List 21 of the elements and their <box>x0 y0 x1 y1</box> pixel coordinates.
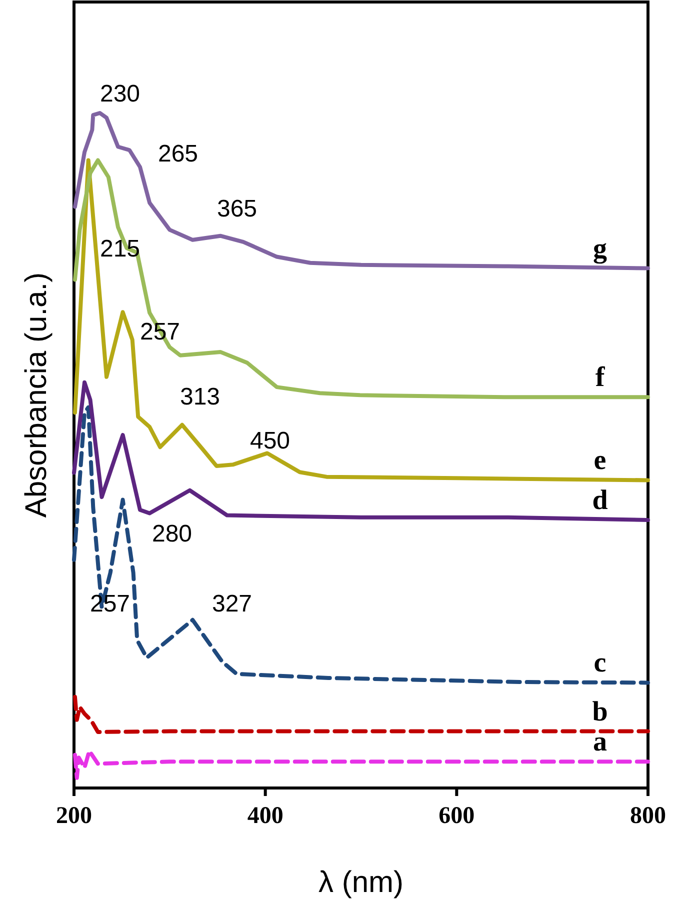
x-tick-label: 200 <box>56 803 92 830</box>
annotation: 280 <box>152 520 192 548</box>
series-label: e <box>594 445 606 476</box>
series-label: g <box>593 233 607 264</box>
y-axis-title: Absorbancia (u.a.) <box>20 272 53 518</box>
annotation: 257 <box>90 590 130 618</box>
annotation: 327 <box>212 590 252 618</box>
series-label: f <box>595 362 606 394</box>
annotation: 450 <box>250 427 290 454</box>
annotation: 365 <box>216 195 258 222</box>
annotation: 265 <box>158 140 198 168</box>
series-label: c <box>594 648 606 679</box>
x-axis-title: λ (nm) <box>318 866 404 899</box>
x-tick-label: 800 <box>630 803 666 830</box>
annotation: 313 <box>180 383 220 410</box>
series-label: b <box>592 696 608 728</box>
x-tick-label: 400 <box>247 803 284 830</box>
text: 230 <box>100 80 140 108</box>
series-label: a <box>593 726 607 758</box>
x-tick-label: 600 <box>438 803 475 830</box>
series-label: d <box>592 485 608 516</box>
